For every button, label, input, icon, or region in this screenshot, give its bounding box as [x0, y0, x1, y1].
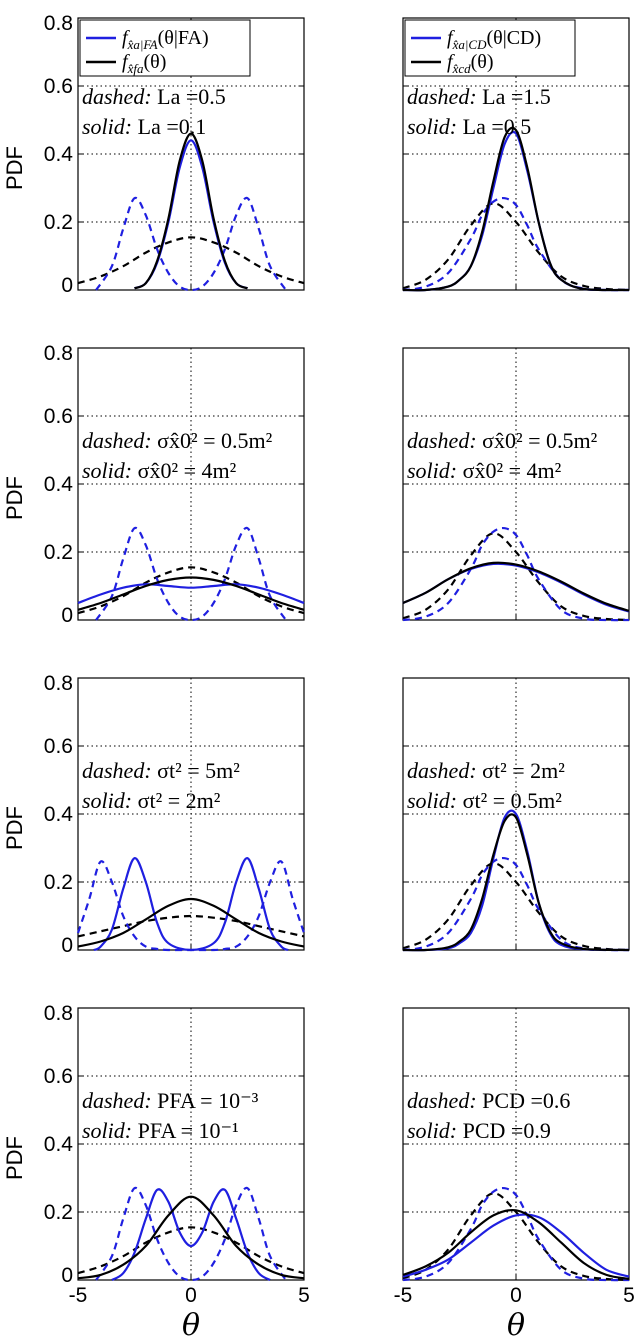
x-axis-label: θ [507, 1308, 525, 1340]
black-solid-curve [402, 1208, 630, 1281]
y-tick-label: 0 [61, 1264, 73, 1287]
y-tick-label: 0.8 [44, 1002, 73, 1025]
annotation: dashed: PFA = 10⁻³ [82, 1088, 259, 1113]
panel-r3c1: 0 0.2 0.4 0.6 0.8 PDF dashed: σt² = 5m² solid: … [2, 672, 306, 957]
annotation: solid: La =0.1 [82, 114, 206, 139]
black-solid-curve [402, 126, 630, 292]
y-axis-label: PDF [2, 146, 27, 190]
y-tick-label: 0.6 [44, 75, 73, 98]
annotation: dashed: PCD =0.6 [407, 1088, 570, 1113]
annotation: solid: PFA = 10⁻¹ [82, 1118, 239, 1143]
y-tick-label: 0 [61, 604, 73, 627]
y-axis-label: PDF [2, 806, 27, 850]
x-tick-label: 0 [510, 1284, 522, 1307]
black-dashed-curve [77, 236, 305, 285]
black-solid-curve [134, 132, 248, 290]
y-axis-label: PDF [2, 476, 27, 520]
y-tick-label: 0.8 [44, 12, 73, 35]
black-solid-curve [77, 897, 305, 948]
black-dashed-curve [77, 1226, 305, 1275]
black-dashed-curve [77, 914, 305, 938]
annotation: solid: σt² = 2m² [82, 788, 221, 813]
annotation: dashed: σx̂0² = 0.5m² [82, 428, 273, 453]
legend-entry: fx̂a|FA(θ|FA) [122, 27, 209, 52]
black-solid-curve [402, 561, 630, 612]
x-tick-label: 5 [623, 1284, 635, 1307]
y-tick-label: 0 [61, 934, 73, 957]
panel-r3c2: dashed: σt² = 2m² solid: σt² = 0.5m² [402, 677, 630, 952]
black-dashed-curve [402, 532, 630, 622]
blue-dashed-curve [402, 526, 630, 622]
y-tick-label: 0.8 [44, 672, 73, 695]
black-dashed-curve [402, 862, 630, 952]
x-axis-label: θ [182, 1308, 200, 1340]
annotation: solid: σt² = 0.5m² [407, 788, 562, 813]
blue-solid-curve [402, 809, 630, 952]
y-tick-label: 0.6 [44, 1065, 73, 1088]
x-tick-label: 0 [185, 1284, 197, 1307]
legend-box [79, 19, 251, 77]
black-solid-curve [77, 576, 305, 611]
legend-entry: fx̂cd(θ) [447, 51, 494, 76]
x-tick-label: -5 [69, 1284, 88, 1307]
legend-entry: fx̂a|CD(θ|CD) [447, 27, 541, 52]
y-tick-label: 0.4 [44, 143, 74, 166]
legend: fx̂a|FA(θ|FA)fx̂fa(θ) [79, 19, 251, 77]
y-tick-label: 0.2 [44, 1201, 73, 1224]
black-dashed-curve [402, 1192, 630, 1282]
y-tick-label: 0.4 [44, 1133, 74, 1156]
black-dashed-curve [402, 202, 630, 292]
black-dashed-curve [77, 566, 305, 615]
legend: fx̂a|CD(θ|CD)fx̂cd(θ) [404, 19, 576, 77]
panel-r1c2: fx̂a|CD(θ|CD)fx̂cd(θ) dashed: La =1.5 soli… [402, 17, 630, 292]
blue-solid-curve [111, 1188, 271, 1281]
y-tick-label: 0.2 [44, 541, 73, 564]
annotation: solid: σx̂0² = 4m² [82, 458, 237, 483]
panel-r4c2: -5 0 5 θ dashed: PCD =0.6 solid: PCD =0.9 [394, 1007, 635, 1340]
x-tick-label: 5 [298, 1284, 310, 1307]
annotation: solid: σx̂0² = 4m² [407, 458, 562, 483]
x-tick-label: -5 [394, 1284, 413, 1307]
legend-entry: fx̂fa(θ) [122, 51, 166, 76]
annotation: solid: La =0.5 [407, 114, 531, 139]
y-tick-label: 0.2 [44, 871, 73, 894]
panel-r1c1: 0 0.2 0.4 0.6 0.8 PDF fx̂a|FA(θ|FA)fx̂fa(θ) das… [2, 12, 305, 297]
annotation: dashed: La =1.5 [407, 84, 551, 109]
legend-box [404, 19, 576, 77]
y-axis-label: PDF [2, 1136, 27, 1180]
blue-solid-curve [93, 857, 289, 952]
annotation: solid: PCD =0.9 [407, 1118, 551, 1143]
y-tick-label: 0.6 [44, 735, 73, 758]
panel-r2c2: dashed: σx̂0² = 0.5m² solid: σx̂0² = 4m² [402, 347, 630, 622]
annotation: dashed: La =0.5 [82, 84, 226, 109]
y-tick-label: 0.8 [44, 342, 73, 365]
annotation: dashed: σt² = 2m² [407, 758, 565, 783]
y-tick-label: 0 [61, 274, 73, 297]
y-tick-label: 0.2 [44, 211, 73, 234]
black-solid-curve [77, 1195, 305, 1280]
y-tick-label: 0.4 [44, 803, 74, 826]
blue-solid-curve [402, 1213, 630, 1278]
annotation: dashed: σx̂0² = 0.5m² [407, 428, 598, 453]
blue-dashed-curve [402, 1186, 630, 1282]
panel-r2c1: 0 0.2 0.4 0.6 0.8 PDF dashed: σx̂0² = 0.5m² sol… [2, 342, 305, 627]
y-tick-label: 0.4 [44, 473, 74, 496]
blue-solid-curve [77, 583, 305, 605]
y-tick-label: 0.6 [44, 405, 73, 428]
black-solid-curve [402, 813, 630, 952]
annotation: dashed: σt² = 5m² [82, 758, 240, 783]
